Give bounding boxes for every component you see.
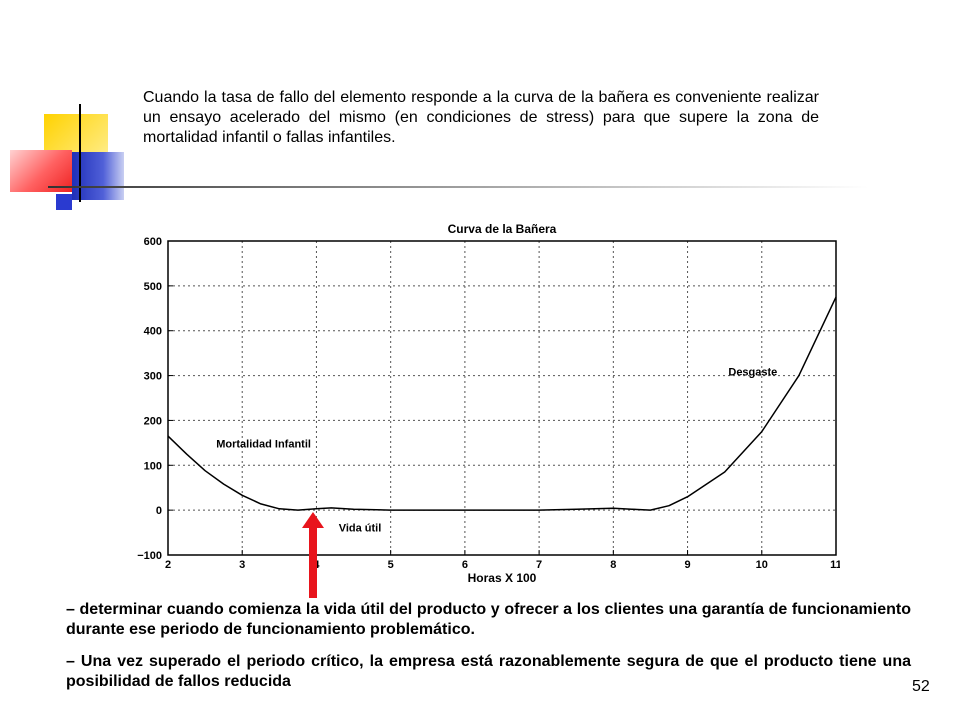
deco-red-square xyxy=(10,150,72,192)
chart-svg: 234567891011−1000100200300400500600Curva… xyxy=(137,222,842,585)
chart-annotation: Mortalidad Infantil xyxy=(216,438,311,450)
bullet-2: – Una vez superado el periodo crítico, l… xyxy=(66,653,911,690)
deco-vertical-line xyxy=(79,104,81,202)
y-tick-label: 100 xyxy=(144,460,162,472)
x-tick-label: 9 xyxy=(684,559,690,571)
red-arrow-icon xyxy=(302,512,324,598)
deco-horizontal-line xyxy=(48,186,868,188)
bullet-1: – determinar cuando comienza la vida úti… xyxy=(66,601,911,638)
x-tick-label: 2 xyxy=(165,559,171,571)
y-tick-label: −100 xyxy=(137,550,162,562)
chart-annotation: Desgaste xyxy=(728,367,777,379)
y-tick-label: 300 xyxy=(144,371,162,383)
x-tick-label: 10 xyxy=(756,559,768,571)
y-tick-label: 400 xyxy=(144,326,162,338)
series-line xyxy=(167,296,837,511)
y-tick-label: 200 xyxy=(144,415,162,427)
y-tick-label: 600 xyxy=(144,236,162,248)
bathtub-chart: 234567891011−1000100200300400500600Curva… xyxy=(118,214,842,592)
chart-annotation: Vida útil xyxy=(339,523,382,535)
x-axis-label: Horas X 100 xyxy=(468,571,537,585)
x-tick-label: 11 xyxy=(830,559,840,571)
y-tick-label: 500 xyxy=(144,281,162,293)
x-tick-label: 5 xyxy=(388,559,394,571)
y-tick-label: 0 xyxy=(156,505,162,517)
page-number: 52 xyxy=(912,678,930,695)
x-tick-label: 3 xyxy=(239,559,245,571)
x-tick-label: 8 xyxy=(610,559,616,571)
plot-frame xyxy=(167,240,837,556)
x-tick-label: 6 xyxy=(462,559,468,571)
bullet-list: – determinar cuando comienza la vida úti… xyxy=(66,600,911,704)
deco-blue-small-square xyxy=(56,194,72,210)
x-tick-label: 7 xyxy=(536,559,542,571)
intro-text: Cuando la tasa de fallo del elemento res… xyxy=(143,89,819,146)
chart-title: Curva de la Bañera xyxy=(448,222,557,236)
